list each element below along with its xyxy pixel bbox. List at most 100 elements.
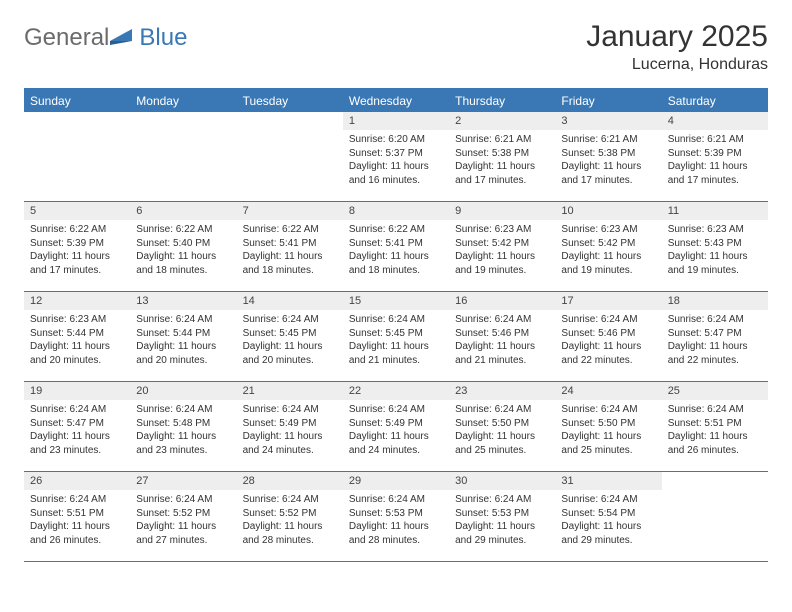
daylight-line: Daylight: 11 hours and 23 minutes.	[136, 430, 230, 457]
day-body: Sunrise: 6:21 AMSunset: 5:38 PMDaylight:…	[449, 130, 555, 193]
day-cell: 27Sunrise: 6:24 AMSunset: 5:52 PMDayligh…	[130, 472, 236, 561]
sunset-line: Sunset: 5:50 PM	[455, 417, 549, 431]
day-number: 15	[343, 292, 449, 310]
day-cell: 6Sunrise: 6:22 AMSunset: 5:40 PMDaylight…	[130, 202, 236, 291]
day-cell	[237, 112, 343, 201]
daylight-line: Daylight: 11 hours and 16 minutes.	[349, 160, 443, 187]
day-header: Wednesday	[343, 90, 449, 112]
sunset-line: Sunset: 5:53 PM	[455, 507, 549, 521]
daylight-line: Daylight: 11 hours and 27 minutes.	[136, 520, 230, 547]
week-row: 1Sunrise: 6:20 AMSunset: 5:37 PMDaylight…	[24, 112, 768, 202]
sunset-line: Sunset: 5:38 PM	[455, 147, 549, 161]
sunset-line: Sunset: 5:38 PM	[561, 147, 655, 161]
day-body: Sunrise: 6:22 AMSunset: 5:40 PMDaylight:…	[130, 220, 236, 283]
day-number: 5	[24, 202, 130, 220]
day-cell: 18Sunrise: 6:24 AMSunset: 5:47 PMDayligh…	[662, 292, 768, 381]
sunrise-line: Sunrise: 6:24 AM	[30, 493, 124, 507]
day-cell: 26Sunrise: 6:24 AMSunset: 5:51 PMDayligh…	[24, 472, 130, 561]
sunrise-line: Sunrise: 6:24 AM	[243, 493, 337, 507]
day-body: Sunrise: 6:24 AMSunset: 5:53 PMDaylight:…	[449, 490, 555, 553]
day-cell: 9Sunrise: 6:23 AMSunset: 5:42 PMDaylight…	[449, 202, 555, 291]
day-number: 27	[130, 472, 236, 490]
sunrise-line: Sunrise: 6:24 AM	[455, 313, 549, 327]
daylight-line: Daylight: 11 hours and 23 minutes.	[30, 430, 124, 457]
logo-text-general: General	[24, 24, 109, 52]
day-body: Sunrise: 6:21 AMSunset: 5:38 PMDaylight:…	[555, 130, 661, 193]
sunrise-line: Sunrise: 6:24 AM	[136, 403, 230, 417]
daylight-line: Daylight: 11 hours and 17 minutes.	[668, 160, 762, 187]
week-row: 19Sunrise: 6:24 AMSunset: 5:47 PMDayligh…	[24, 382, 768, 472]
day-number: 30	[449, 472, 555, 490]
sunrise-line: Sunrise: 6:21 AM	[668, 133, 762, 147]
day-cell: 30Sunrise: 6:24 AMSunset: 5:53 PMDayligh…	[449, 472, 555, 561]
sunset-line: Sunset: 5:51 PM	[668, 417, 762, 431]
sunset-line: Sunset: 5:45 PM	[243, 327, 337, 341]
day-number: 8	[343, 202, 449, 220]
day-body: Sunrise: 6:21 AMSunset: 5:39 PMDaylight:…	[662, 130, 768, 193]
daylight-line: Daylight: 11 hours and 18 minutes.	[349, 250, 443, 277]
month-title: January 2025	[586, 20, 768, 54]
day-cell: 25Sunrise: 6:24 AMSunset: 5:51 PMDayligh…	[662, 382, 768, 471]
day-cell: 1Sunrise: 6:20 AMSunset: 5:37 PMDaylight…	[343, 112, 449, 201]
logo-triangle-icon	[110, 27, 136, 50]
sunset-line: Sunset: 5:54 PM	[561, 507, 655, 521]
day-number: 2	[449, 112, 555, 130]
day-cell: 31Sunrise: 6:24 AMSunset: 5:54 PMDayligh…	[555, 472, 661, 561]
day-cell: 12Sunrise: 6:23 AMSunset: 5:44 PMDayligh…	[24, 292, 130, 381]
sunset-line: Sunset: 5:53 PM	[349, 507, 443, 521]
sunrise-line: Sunrise: 6:22 AM	[349, 223, 443, 237]
sunrise-line: Sunrise: 6:24 AM	[136, 493, 230, 507]
daylight-line: Daylight: 11 hours and 20 minutes.	[30, 340, 124, 367]
day-number: 1	[343, 112, 449, 130]
day-header: Saturday	[662, 90, 768, 112]
daylight-line: Daylight: 11 hours and 28 minutes.	[349, 520, 443, 547]
day-cell: 8Sunrise: 6:22 AMSunset: 5:41 PMDaylight…	[343, 202, 449, 291]
weeks-container: 1Sunrise: 6:20 AMSunset: 5:37 PMDaylight…	[24, 112, 768, 562]
day-body: Sunrise: 6:24 AMSunset: 5:54 PMDaylight:…	[555, 490, 661, 553]
day-cell: 24Sunrise: 6:24 AMSunset: 5:50 PMDayligh…	[555, 382, 661, 471]
day-number: 11	[662, 202, 768, 220]
day-body: Sunrise: 6:24 AMSunset: 5:50 PMDaylight:…	[449, 400, 555, 463]
day-body: Sunrise: 6:22 AMSunset: 5:39 PMDaylight:…	[24, 220, 130, 283]
sunset-line: Sunset: 5:49 PM	[243, 417, 337, 431]
day-cell	[662, 472, 768, 561]
sunrise-line: Sunrise: 6:24 AM	[136, 313, 230, 327]
sunrise-line: Sunrise: 6:24 AM	[243, 313, 337, 327]
day-cell: 17Sunrise: 6:24 AMSunset: 5:46 PMDayligh…	[555, 292, 661, 381]
day-number: 26	[24, 472, 130, 490]
logo-text-blue: Blue	[139, 24, 187, 52]
day-cell	[130, 112, 236, 201]
daylight-line: Daylight: 11 hours and 19 minutes.	[561, 250, 655, 277]
day-number: 21	[237, 382, 343, 400]
day-body: Sunrise: 6:23 AMSunset: 5:44 PMDaylight:…	[24, 310, 130, 373]
daylight-line: Daylight: 11 hours and 22 minutes.	[561, 340, 655, 367]
day-body: Sunrise: 6:20 AMSunset: 5:37 PMDaylight:…	[343, 130, 449, 193]
sunset-line: Sunset: 5:47 PM	[668, 327, 762, 341]
daylight-line: Daylight: 11 hours and 26 minutes.	[668, 430, 762, 457]
day-body: Sunrise: 6:22 AMSunset: 5:41 PMDaylight:…	[343, 220, 449, 283]
title-block: January 2025 Lucerna, Honduras	[586, 20, 768, 74]
day-body: Sunrise: 6:24 AMSunset: 5:45 PMDaylight:…	[343, 310, 449, 373]
sunset-line: Sunset: 5:37 PM	[349, 147, 443, 161]
sunrise-line: Sunrise: 6:23 AM	[455, 223, 549, 237]
day-cell: 2Sunrise: 6:21 AMSunset: 5:38 PMDaylight…	[449, 112, 555, 201]
daylight-line: Daylight: 11 hours and 26 minutes.	[30, 520, 124, 547]
day-number: 10	[555, 202, 661, 220]
sunset-line: Sunset: 5:40 PM	[136, 237, 230, 251]
daylight-line: Daylight: 11 hours and 24 minutes.	[243, 430, 337, 457]
day-number: 16	[449, 292, 555, 310]
day-body: Sunrise: 6:24 AMSunset: 5:48 PMDaylight:…	[130, 400, 236, 463]
day-cell: 11Sunrise: 6:23 AMSunset: 5:43 PMDayligh…	[662, 202, 768, 291]
sunset-line: Sunset: 5:51 PM	[30, 507, 124, 521]
calendar: SundayMondayTuesdayWednesdayThursdayFrid…	[24, 88, 768, 562]
day-body: Sunrise: 6:24 AMSunset: 5:51 PMDaylight:…	[24, 490, 130, 553]
sunrise-line: Sunrise: 6:23 AM	[561, 223, 655, 237]
sunset-line: Sunset: 5:46 PM	[561, 327, 655, 341]
sunset-line: Sunset: 5:44 PM	[136, 327, 230, 341]
sunrise-line: Sunrise: 6:21 AM	[561, 133, 655, 147]
day-number: 9	[449, 202, 555, 220]
day-cell: 20Sunrise: 6:24 AMSunset: 5:48 PMDayligh…	[130, 382, 236, 471]
daylight-line: Daylight: 11 hours and 25 minutes.	[455, 430, 549, 457]
day-body: Sunrise: 6:24 AMSunset: 5:44 PMDaylight:…	[130, 310, 236, 373]
day-number: 20	[130, 382, 236, 400]
